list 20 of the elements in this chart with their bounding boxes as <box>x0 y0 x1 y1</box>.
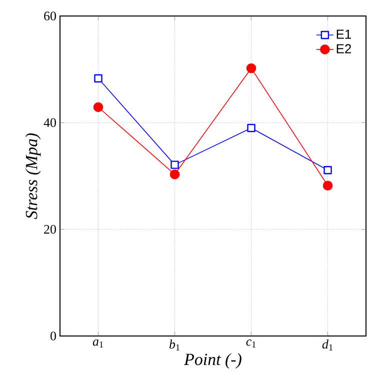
legend-label: E1 <box>336 30 352 39</box>
y-axis-title: Stress (Mpa) <box>25 133 41 219</box>
y-tick-label: 60 <box>44 12 56 20</box>
x-tick-label: b$_{1}$ <box>169 340 180 350</box>
x-tick-label: d$_{1}$ <box>322 340 332 350</box>
point <box>247 124 256 132</box>
point <box>324 166 332 174</box>
point <box>170 160 179 169</box>
point <box>170 170 180 180</box>
point <box>93 102 104 112</box>
point <box>322 180 333 190</box>
x-axis-title: Point (-) <box>184 353 242 369</box>
point <box>246 63 256 74</box>
x-tick-label: c$_{1}$ <box>246 340 256 348</box>
point <box>94 74 102 82</box>
y-tick-label: 0 <box>50 332 56 340</box>
x-tick-label: a$_{1}$ <box>92 340 103 348</box>
y-tick-label: 40 <box>44 118 56 128</box>
legend-label: E2 <box>336 44 351 54</box>
y-tick-label: 20 <box>44 224 56 234</box>
